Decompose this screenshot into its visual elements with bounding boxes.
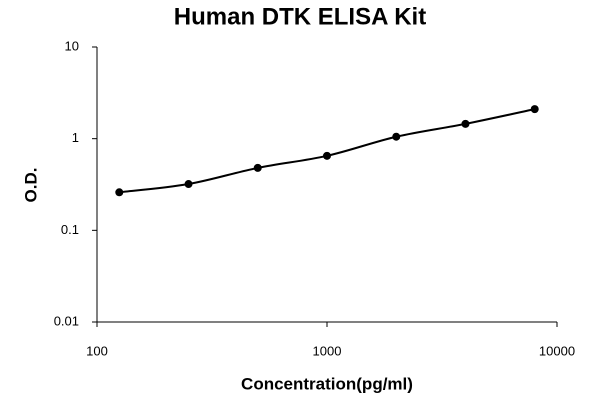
x-tick-label: 100	[86, 343, 108, 358]
x-tick-label: 1000	[313, 343, 342, 358]
chart-title: Human DTK ELISA Kit	[174, 3, 426, 30]
data-point	[253, 163, 262, 172]
y-axis-label: O.D.	[21, 168, 40, 203]
data-point	[530, 105, 539, 114]
x-tick-label: 10000	[539, 343, 575, 358]
y-tick-label: 1	[72, 130, 79, 145]
fit-line	[119, 108, 535, 194]
data-point	[115, 188, 124, 197]
x-axis-label: Concentration(pg/ml)	[241, 374, 413, 393]
y-tick-label: 10	[65, 38, 79, 53]
data-point	[392, 132, 401, 141]
y-tick-label: 0.1	[61, 222, 79, 237]
data-point	[323, 151, 331, 160]
data-point	[184, 180, 193, 189]
y-tick-label: 0.01	[54, 313, 79, 328]
data-point	[461, 119, 470, 128]
